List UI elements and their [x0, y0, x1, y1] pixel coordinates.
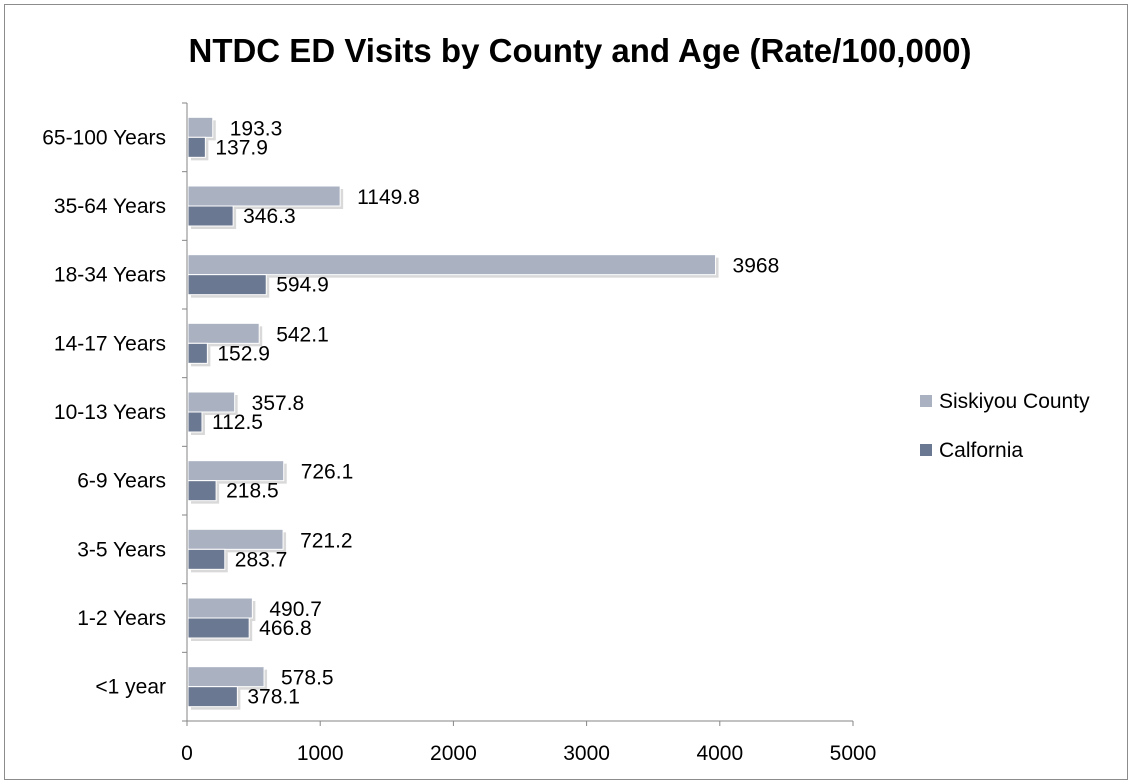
data-label: 193.3: [230, 117, 283, 140]
x-tick-label: 0: [181, 742, 193, 765]
bar-siskiyou: [187, 666, 265, 688]
category-label: 10-13 Years: [54, 401, 166, 424]
data-label: 283.7: [235, 548, 288, 571]
bar-siskiyou: [187, 254, 717, 276]
bar-california: [187, 548, 226, 570]
bar-california: [187, 342, 208, 364]
legend: Siskiyou County Calfornia: [920, 390, 1090, 462]
x-tick-label: 5000: [830, 742, 877, 765]
data-label: 137.9: [215, 136, 268, 159]
bar-california: [187, 617, 250, 639]
data-label: 357.8: [252, 392, 305, 415]
data-label: 112.5: [212, 411, 263, 434]
axes: 0 1000 2000 3000 4000 5000 65-100 Years 35-64 Y…: [42, 102, 877, 765]
x-tick-label: 4000: [696, 742, 743, 765]
legend-swatch-california: [920, 444, 932, 456]
bar-california: [187, 205, 234, 227]
data-label: 218.5: [226, 480, 279, 503]
data-label: 3968: [733, 255, 780, 278]
bar-siskiyou: [187, 528, 284, 550]
legend-label: Siskiyou County: [939, 390, 1090, 413]
data-label: 490.7: [269, 598, 322, 621]
chart-title: NTDC ED Visits by County and Age (Rate/1…: [188, 32, 971, 69]
bar-california: [187, 480, 217, 502]
bar-siskiyou: [187, 597, 253, 619]
data-label: 594.9: [276, 274, 329, 297]
bar-siskiyou: [187, 116, 214, 138]
category-label: 14-17 Years: [54, 332, 166, 355]
data-label: 346.3: [243, 205, 296, 228]
bars: [187, 116, 719, 710]
bar-siskiyou: [187, 185, 341, 207]
category-label: 35-64 Years: [54, 195, 166, 218]
category-label: 6-9 Years: [77, 470, 166, 493]
legend-label: Calfornia: [939, 439, 1023, 462]
bar-california: [187, 274, 267, 296]
category-label: 1-2 Years: [77, 607, 166, 630]
legend-swatch-siskiyou: [920, 395, 932, 407]
data-label: 542.1: [276, 323, 329, 346]
data-label: 721.2: [300, 529, 353, 552]
bar-california: [187, 686, 238, 708]
bar-siskiyou: [187, 391, 236, 413]
data-label: 726.1: [301, 461, 354, 484]
bar-california: [187, 136, 206, 158]
category-label: 65-100 Years: [42, 126, 166, 149]
data-label: 466.8: [259, 617, 312, 640]
x-tick-label: 1000: [297, 742, 344, 765]
data-label: 152.9: [217, 342, 270, 365]
category-label: 18-34 Years: [54, 264, 166, 287]
x-tick-label: 3000: [563, 742, 610, 765]
bar-siskiyou: [187, 460, 285, 482]
category-label: <1 year: [95, 676, 166, 699]
x-tick-label: 2000: [430, 742, 477, 765]
bar-california: [187, 411, 203, 433]
bar-siskiyou: [187, 322, 260, 344]
data-label: 578.5: [281, 667, 334, 690]
data-label: 1149.8: [357, 186, 420, 209]
category-label: 3-5 Years: [77, 538, 166, 561]
data-label: 378.1: [247, 686, 300, 709]
